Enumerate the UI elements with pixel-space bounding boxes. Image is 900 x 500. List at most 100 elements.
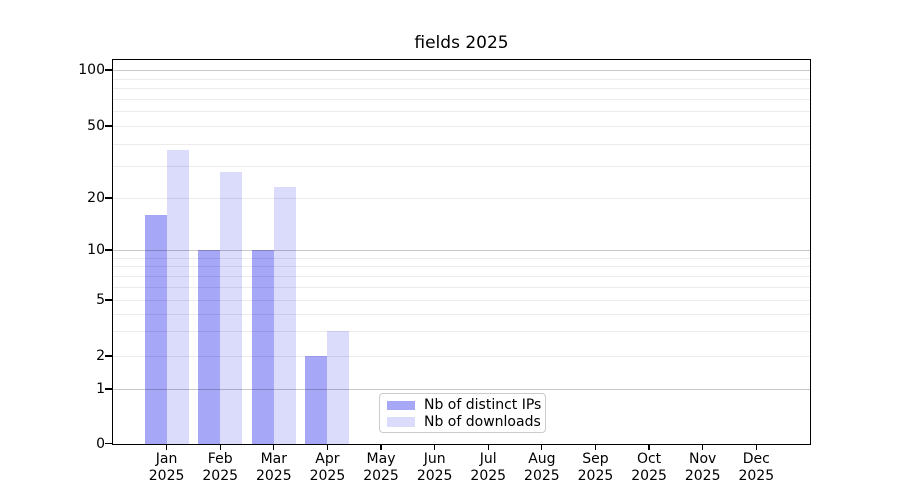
gridline-minor — [113, 313, 810, 315]
x-tick-label: Jan 2025 — [135, 451, 199, 484]
x-tick-year: 2025 — [738, 467, 775, 484]
gridline-minor — [113, 166, 810, 168]
bar-downloads-mar — [273, 187, 296, 444]
y-tick-label: 1 — [96, 381, 105, 397]
y-tick-label: 10 — [87, 242, 105, 258]
gridline-minor — [113, 286, 810, 288]
x-tick-mark — [273, 444, 275, 450]
bar-layer — [113, 60, 810, 444]
y-tick-label: 100 — [78, 62, 105, 78]
gridline-minor — [113, 98, 810, 100]
x-tick-year: 2025 — [202, 467, 239, 484]
y-tick-mark — [105, 442, 113, 445]
y-tick-mark — [105, 69, 113, 71]
x-tick-mark — [594, 444, 597, 450]
legend-label-distinct-ips: Nb of distinct IPs — [424, 397, 542, 414]
bar-ips-mar — [251, 250, 274, 444]
x-tick-year: 2025 — [363, 467, 399, 484]
x-tick-month: Oct — [636, 451, 662, 467]
gridline-minor — [113, 275, 810, 277]
legend-item-distinct-ips: Nb of distinct IPs — [380, 397, 545, 414]
y-tick-mark — [105, 125, 113, 127]
grid-layer — [113, 60, 810, 444]
y-tick-label: 0 — [96, 435, 105, 452]
x-tick-label: Aug 2025 — [510, 451, 574, 484]
gridline-major — [113, 250, 810, 251]
x-tick-year: 2025 — [524, 467, 560, 484]
x-tick-month: Aug — [528, 451, 556, 467]
bar-downloads-feb — [220, 171, 243, 444]
gridline-minor — [113, 300, 810, 301]
x-tick-mark — [166, 444, 168, 450]
x-tick-month: Jul — [479, 451, 497, 467]
y-tick-mark — [105, 249, 113, 251]
x-tick-month: Sep — [582, 451, 609, 467]
legend-swatch-downloads — [387, 417, 415, 427]
gridline-major — [113, 70, 810, 71]
x-tick-month: May — [366, 451, 396, 467]
gridline-major — [113, 389, 810, 390]
gridline-minor — [113, 111, 810, 113]
legend-swatch-distinct-ips — [387, 400, 415, 410]
x-tick-year: 2025 — [416, 467, 453, 484]
legend-item-downloads: Nb of downloads — [380, 414, 545, 431]
bar-ips-jan — [144, 214, 167, 444]
x-tick-month: Apr — [315, 451, 340, 467]
x-tick-label: Jun 2025 — [403, 451, 467, 484]
x-tick-label: Feb 2025 — [188, 451, 252, 484]
gridline-minor — [113, 356, 810, 357]
x-tick-label: Sep 2025 — [563, 451, 627, 484]
x-tick-mark — [541, 444, 543, 450]
y-tick-label: 50 — [87, 118, 105, 134]
x-tick-label: Nov 2025 — [671, 451, 735, 484]
x-tick-year: 2025 — [309, 467, 346, 484]
x-tick-label: Mar 2025 — [242, 451, 306, 484]
x-tick-mark — [380, 444, 382, 450]
legend-label-downloads: Nb of downloads — [424, 413, 541, 430]
x-tick-label: Apr 2025 — [295, 451, 359, 484]
chart-title: fields 2025 — [414, 33, 509, 53]
y-tick-label: 5 — [96, 292, 105, 308]
plot-area — [112, 59, 811, 445]
x-tick-year: 2025 — [255, 467, 292, 484]
y-tick-label: 2 — [96, 348, 105, 364]
x-tick-year: 2025 — [577, 467, 614, 484]
x-tick-label: Oct 2025 — [617, 451, 681, 484]
x-tick-label: May 2025 — [349, 451, 413, 484]
y-tick-mark — [105, 355, 113, 357]
bar-ips-apr — [305, 356, 328, 444]
x-tick-month: Mar — [260, 451, 288, 467]
bar-downloads-jan — [166, 149, 189, 444]
x-tick-month: Jun — [423, 451, 446, 467]
x-tick-mark — [326, 444, 329, 450]
x-tick-year: 2025 — [470, 467, 507, 484]
gridline-minor — [113, 257, 810, 259]
gridline-minor — [113, 266, 810, 268]
gridline-minor — [113, 198, 810, 199]
gridline-minor — [113, 126, 810, 127]
x-tick-mark — [219, 444, 221, 450]
x-tick-month: Dec — [742, 451, 770, 467]
legend: Nb of distinct IPs Nb of downloads — [379, 393, 546, 433]
x-tick-year: 2025 — [148, 467, 185, 484]
x-tick-mark — [648, 444, 650, 450]
x-tick-year: 2025 — [631, 467, 667, 484]
x-tick-mark — [487, 444, 489, 450]
x-tick-label: Jul 2025 — [456, 451, 520, 484]
gridline-minor — [113, 143, 810, 145]
x-tick-month: Feb — [207, 451, 233, 467]
gridline-minor — [113, 78, 810, 80]
gridline-minor — [113, 331, 810, 333]
x-tick-month: Nov — [689, 451, 717, 467]
bar-ips-feb — [198, 250, 221, 444]
bar-downloads-apr — [327, 331, 350, 444]
y-tick-mark — [105, 197, 113, 199]
x-tick-mark — [702, 444, 704, 450]
y-tick-label: 20 — [87, 190, 105, 206]
y-tick-mark — [105, 388, 113, 390]
x-tick-label: Dec 2025 — [724, 451, 788, 484]
x-tick-mark — [755, 444, 757, 450]
x-tick-mark — [434, 444, 436, 450]
y-tick-mark — [105, 299, 113, 301]
